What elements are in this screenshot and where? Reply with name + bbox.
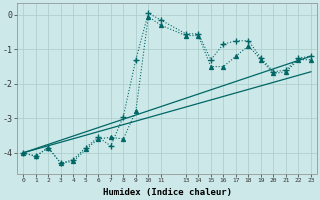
X-axis label: Humidex (Indice chaleur): Humidex (Indice chaleur) (103, 188, 232, 197)
